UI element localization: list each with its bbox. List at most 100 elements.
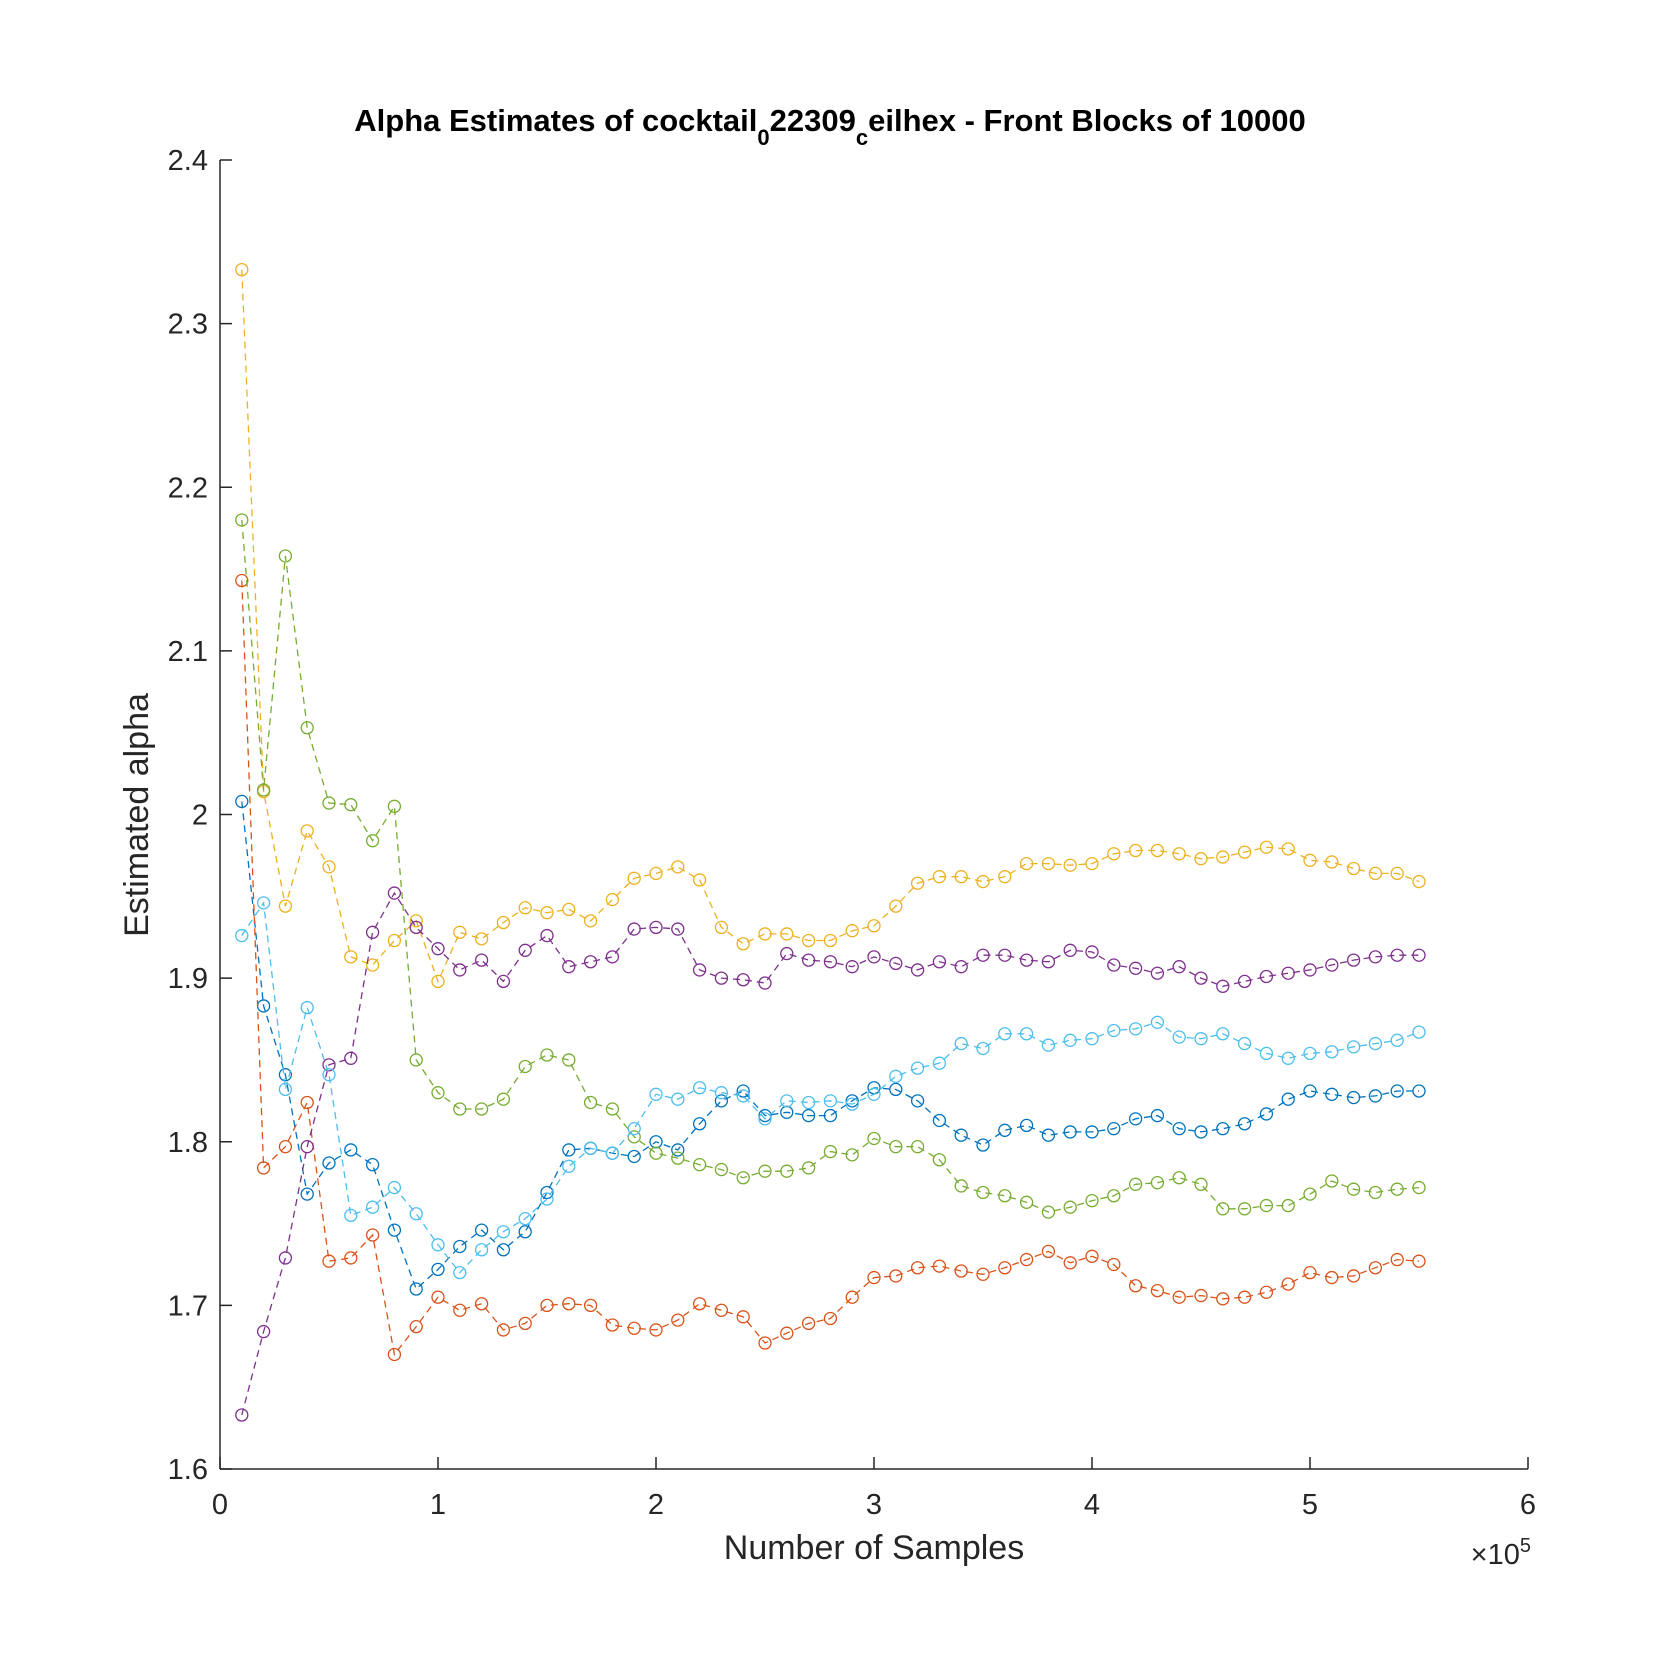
- data-point: [1063, 943, 1077, 957]
- data-point: [1325, 1045, 1339, 1059]
- data-point: [409, 1319, 423, 1334]
- data-point: [910, 963, 925, 977]
- data-point: [1085, 945, 1099, 959]
- data-point: [431, 1262, 445, 1277]
- x-exponent-label: ×105: [1471, 1535, 1531, 1571]
- data-point: [409, 920, 423, 935]
- data-point: [801, 1095, 816, 1110]
- data-point: [518, 1225, 532, 1239]
- data-point: [1259, 969, 1274, 984]
- data-point: [562, 902, 576, 917]
- data-point: [431, 1238, 445, 1252]
- data-point: [344, 1208, 358, 1223]
- data-point: [932, 870, 947, 884]
- data-point: [1237, 1036, 1252, 1051]
- data-point: [278, 1068, 293, 1082]
- data-point: [1063, 1200, 1077, 1214]
- data-point: [780, 1164, 794, 1178]
- data-point: [736, 1084, 750, 1098]
- data-point: [649, 1323, 663, 1337]
- data-point: [1325, 1087, 1339, 1101]
- data-point: [976, 1041, 990, 1056]
- series-line: [241, 580, 1420, 1357]
- data-point: [1041, 856, 1056, 871]
- data-point: [453, 925, 467, 939]
- data-point: [1150, 843, 1165, 858]
- data-point: [1019, 1027, 1034, 1041]
- data-point: [344, 1143, 358, 1157]
- data-point: [300, 824, 314, 838]
- data-point: [758, 1112, 772, 1126]
- data-point: [540, 1192, 554, 1206]
- data-point: [1303, 1266, 1317, 1280]
- data-point: [1107, 847, 1121, 861]
- data-point: [344, 1251, 358, 1265]
- data-point: [932, 1056, 947, 1070]
- data-point: [583, 914, 598, 928]
- data-point: [235, 928, 249, 943]
- data-point: [322, 1156, 336, 1170]
- data-point: [1150, 1108, 1165, 1123]
- data-point: [932, 1259, 947, 1273]
- data-point: [867, 919, 881, 933]
- data-point: [1128, 1177, 1143, 1191]
- data-point: [998, 948, 1012, 962]
- data-point: [1346, 953, 1361, 967]
- data-point: [344, 798, 358, 812]
- data-point: [387, 933, 402, 948]
- data-point: [1107, 1189, 1121, 1203]
- data-point: [431, 942, 445, 956]
- data-point: [431, 1086, 445, 1100]
- data-point: [256, 783, 271, 797]
- data-point: [1041, 955, 1056, 969]
- data-point: [714, 920, 729, 935]
- data-point: [1346, 1269, 1361, 1283]
- y-tick-label: 2.4: [168, 145, 208, 177]
- data-point: [1150, 966, 1165, 980]
- data-point: [431, 1290, 445, 1304]
- data-point: [1237, 974, 1252, 989]
- data-point: [692, 963, 707, 977]
- data-point: [1237, 1290, 1252, 1304]
- data-point: [692, 873, 707, 887]
- data-point: [867, 1131, 881, 1146]
- data-point: [671, 922, 685, 936]
- data-point: [889, 1269, 903, 1283]
- data-point: [714, 1303, 729, 1317]
- data-point: [1172, 1290, 1186, 1304]
- data-point: [278, 1251, 293, 1265]
- data-point: [889, 899, 903, 913]
- data-point: [605, 1102, 620, 1116]
- data-point: [1412, 1084, 1426, 1098]
- data-point: [671, 860, 685, 874]
- data-point: [1063, 1256, 1077, 1270]
- data-point: [431, 974, 445, 989]
- data-point: [1194, 852, 1208, 866]
- data-point: [823, 955, 838, 969]
- series-2: [235, 573, 1426, 1362]
- y-tick-label: 1.9: [168, 963, 208, 995]
- data-point: [845, 1148, 859, 1162]
- data-point: [801, 953, 816, 967]
- data-point: [1303, 963, 1317, 977]
- data-point: [1346, 861, 1361, 876]
- y-tick-label: 1.6: [168, 1454, 208, 1486]
- data-point: [235, 1408, 249, 1422]
- x-tick-label: 5: [1302, 1489, 1318, 1521]
- x-tick-label: 2: [648, 1489, 664, 1521]
- data-point: [1194, 1032, 1208, 1046]
- data-point: [387, 1347, 402, 1362]
- data-point: [540, 1298, 554, 1313]
- data-point: [845, 1290, 859, 1304]
- data-point: [976, 948, 990, 962]
- data-point: [1237, 1202, 1252, 1216]
- data-point: [1259, 840, 1274, 854]
- data-point: [867, 950, 881, 964]
- data-point: [1128, 1022, 1143, 1036]
- data-point: [1237, 845, 1252, 859]
- data-point: [540, 906, 554, 920]
- series-line: [241, 519, 1420, 1213]
- data-point: [736, 1089, 750, 1103]
- data-point: [998, 1123, 1012, 1137]
